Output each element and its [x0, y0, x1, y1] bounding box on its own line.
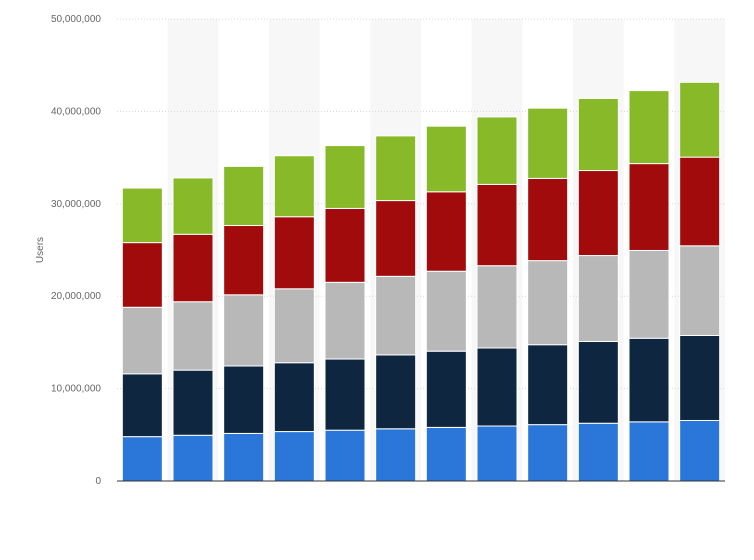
bar-segment[interactable] — [121, 242, 163, 308]
bar-segment[interactable] — [425, 125, 467, 193]
bar-segment[interactable] — [476, 347, 518, 427]
bar-segment[interactable] — [679, 81, 721, 158]
bar-segment[interactable] — [172, 434, 214, 482]
bar-segment[interactable] — [273, 216, 315, 290]
bar-segment[interactable] — [425, 191, 467, 272]
bar-segment[interactable] — [223, 225, 265, 296]
bar-segment[interactable] — [324, 281, 366, 360]
y-tick-label: 40,000,000 — [51, 106, 101, 117]
gridlines — [117, 18, 725, 390]
bar-segment[interactable] — [628, 421, 670, 482]
bar-segment[interactable] — [121, 373, 163, 438]
bar-segment[interactable] — [172, 301, 214, 371]
bar-segment[interactable] — [273, 288, 315, 364]
bar-segment[interactable] — [375, 428, 417, 482]
bar-segment[interactable] — [577, 422, 619, 482]
bar-segment[interactable] — [425, 270, 467, 352]
bar-segment[interactable] — [527, 260, 569, 346]
bar-segment[interactable] — [121, 436, 163, 482]
bar-segment[interactable] — [375, 200, 417, 277]
bar-segment[interactable] — [121, 306, 163, 375]
bar-segment[interactable] — [425, 350, 467, 428]
y-tick-label: 30,000,000 — [51, 199, 101, 210]
bar-segment[interactable] — [324, 207, 366, 283]
bar-segment[interactable] — [577, 170, 619, 257]
y-tick-label: 50,000,000 — [51, 14, 101, 25]
bar-segment[interactable] — [628, 337, 670, 423]
y-tick-label: 0 — [95, 476, 101, 487]
bar-segment[interactable] — [223, 432, 265, 482]
bar-segment[interactable] — [527, 177, 569, 262]
bar-segment[interactable] — [425, 426, 467, 482]
bar-segment[interactable] — [577, 255, 619, 342]
y-axis-ticks: 0 10,000,000 20,000,000 30,000,000 40,000,00… — [51, 14, 102, 487]
bar-segment[interactable] — [679, 156, 721, 247]
bar-segment[interactable] — [324, 429, 366, 482]
bar-segment[interactable] — [476, 425, 518, 482]
bar-segment[interactable] — [223, 365, 265, 434]
bar-segment[interactable] — [223, 165, 265, 227]
bar-segment[interactable] — [476, 116, 518, 185]
bar-segment[interactable] — [679, 334, 721, 421]
bar-segment[interactable] — [628, 163, 670, 251]
bar-segment[interactable] — [172, 177, 214, 235]
y-axis-label: Users — [35, 237, 46, 263]
bar-segment[interactable] — [375, 135, 417, 202]
bar-segment[interactable] — [273, 362, 315, 433]
bar-segment[interactable] — [476, 265, 518, 349]
bar-segment[interactable] — [324, 358, 366, 431]
bar-segment[interactable] — [476, 183, 518, 267]
bar-segment[interactable] — [172, 233, 214, 303]
bar-segment[interactable] — [324, 145, 366, 209]
bar-segment[interactable] — [577, 97, 619, 172]
bar-segment[interactable] — [577, 340, 619, 424]
bar-segment[interactable] — [172, 369, 214, 436]
bar-segment[interactable] — [679, 419, 721, 482]
bar-segment[interactable] — [527, 344, 569, 426]
y-tick-label: 10,000,000 — [51, 384, 101, 395]
bar-segment[interactable] — [527, 424, 569, 482]
bar-segment[interactable] — [273, 431, 315, 482]
bar-segment[interactable] — [628, 249, 670, 339]
bar-segment[interactable] — [375, 275, 417, 356]
bar-segment[interactable] — [121, 187, 163, 244]
bar-segment[interactable] — [273, 155, 315, 218]
bar-segment[interactable] — [527, 107, 569, 179]
bars — [121, 81, 721, 482]
bar-segment[interactable] — [375, 354, 417, 430]
bar-segment[interactable] — [223, 294, 265, 367]
y-tick-label: 20,000,000 — [51, 291, 101, 302]
bar-segment[interactable] — [628, 90, 670, 165]
bar-segment[interactable] — [679, 245, 721, 336]
